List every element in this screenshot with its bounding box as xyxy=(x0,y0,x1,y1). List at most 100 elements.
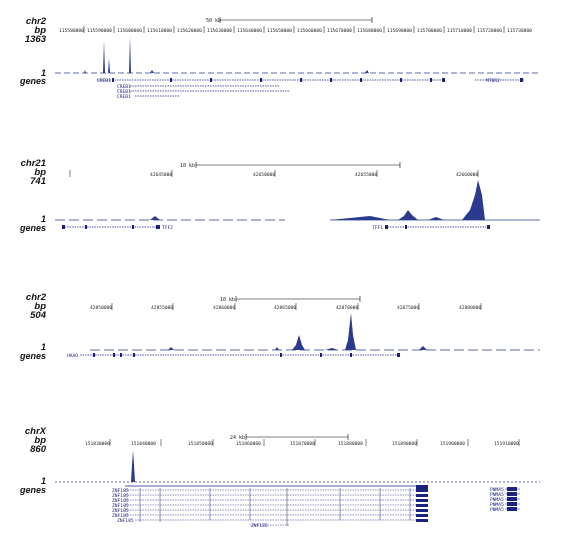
track-svg: 10 kb 42645000 42650000 42655000 4266000… xyxy=(55,162,540,231)
gene-label: ZNF185 xyxy=(117,518,134,524)
svg-text:151830000: 151830000 xyxy=(85,441,110,447)
scale-bar: 10 kb xyxy=(220,296,361,303)
svg-text:151900000: 151900000 xyxy=(440,441,465,447)
coverage-max: 504 xyxy=(30,310,46,321)
svg-text:115700000: 115700000 xyxy=(417,28,442,34)
svg-text:151850000: 151850000 xyxy=(188,441,213,447)
gene-track: ZNF185 ZNF185 ZNF185 ZNF185 ZNF185 ZNF18… xyxy=(112,485,520,529)
tick-row: 42850000 42855000 42860000 42865000 4287… xyxy=(90,303,481,311)
svg-text:42870000: 42870000 xyxy=(336,305,358,311)
track-panel-2: chr21 bp 741 1 genes 10 kb 42645000 4265… xyxy=(0,150,574,240)
gene-label: ZNF185 xyxy=(112,508,129,514)
chrom-label: chrX xyxy=(24,426,46,437)
gene-label: ZNF185 xyxy=(112,513,129,519)
track-panel-3: chr2 bp 504 1 genes 10 kb 42850000 42855… xyxy=(0,285,574,375)
svg-text:151890000: 151890000 xyxy=(392,441,417,447)
svg-text:151910000: 151910000 xyxy=(494,441,519,447)
svg-text:115600000: 115600000 xyxy=(117,28,142,34)
scale-label: 10 kb xyxy=(220,297,235,303)
scale-label: 24 kb xyxy=(230,435,245,441)
gene-label: PNMA5 xyxy=(490,507,504,513)
coverage-min: 1 xyxy=(40,342,46,352)
svg-text:115730000: 115730000 xyxy=(507,28,532,34)
coverage-track xyxy=(55,180,540,221)
svg-text:42660000: 42660000 xyxy=(456,172,478,178)
track-svg: 24 kb 151830000 151840000 151850000 1518… xyxy=(55,434,540,529)
svg-text:151870000: 151870000 xyxy=(290,441,315,447)
svg-text:115610000: 115610000 xyxy=(147,28,172,34)
svg-text:151840000: 151840000 xyxy=(131,441,156,447)
gene-label: PNMA5 xyxy=(490,497,504,503)
scale-bar: 50 kb xyxy=(206,17,373,24)
bp-label: bp xyxy=(34,25,46,36)
track-panel-1: chr2 bp 1363 1 genes 50 kb 115580000 115… xyxy=(0,0,574,110)
gene-track: HAAO xyxy=(67,353,400,359)
gene-label: MTOR2 xyxy=(486,78,500,84)
tick-row: 151830000 151840000 151850000 151860000 … xyxy=(85,439,520,447)
svg-text:115590000: 115590000 xyxy=(87,28,112,34)
track-panel-4: chrX bp 860 1 genes 24 kb 151830000 1518… xyxy=(0,420,574,551)
svg-text:115670000: 115670000 xyxy=(327,28,352,34)
gene-label: ZNF185 xyxy=(112,493,129,499)
bp-label: bp xyxy=(34,301,46,312)
chrom-label: chr2 xyxy=(25,292,46,303)
svg-text:151860000: 151860000 xyxy=(236,441,261,447)
gene-label: CREB1 xyxy=(97,78,111,84)
bp-label: bp xyxy=(34,167,46,178)
coverage-min: 1 xyxy=(40,476,46,486)
coverage-track xyxy=(55,450,540,483)
gene-label: CREB1 xyxy=(117,94,131,100)
svg-text:42865000: 42865000 xyxy=(274,305,296,311)
svg-text:115630000: 115630000 xyxy=(207,28,232,34)
gene-label: CREB1 xyxy=(117,84,131,90)
scale-bar: 10 kb xyxy=(180,162,401,169)
svg-text:42880000: 42880000 xyxy=(459,305,481,311)
coverage-min: 1 xyxy=(40,68,46,78)
gene-label: PNMA5 xyxy=(490,487,504,493)
genes-label: genes xyxy=(19,76,46,86)
scale-label: 10 kb xyxy=(180,163,195,169)
svg-text:115710000: 115710000 xyxy=(447,28,472,34)
svg-text:42645000: 42645000 xyxy=(150,172,172,178)
gene-label: ZNF185 xyxy=(112,498,129,504)
track-svg: 10 kb 42850000 42855000 42860000 4286500… xyxy=(67,296,540,359)
genes-label: genes xyxy=(19,351,46,361)
svg-text:42875000: 42875000 xyxy=(397,305,419,311)
svg-text:151880000: 151880000 xyxy=(338,441,363,447)
svg-text:42860000: 42860000 xyxy=(213,305,235,311)
bp-label: bp xyxy=(34,435,46,446)
svg-text:115620000: 115620000 xyxy=(177,28,202,34)
coverage-max: 741 xyxy=(30,176,46,187)
svg-text:42855000: 42855000 xyxy=(151,305,173,311)
svg-text:115650000: 115650000 xyxy=(267,28,292,34)
coverage-track xyxy=(90,313,540,351)
gene-label: TFF2 xyxy=(162,225,173,231)
gene-label: CREB1 xyxy=(117,89,131,95)
svg-text:42650000: 42650000 xyxy=(253,172,275,178)
gene-label: PNMA5 xyxy=(490,492,504,498)
gene-label: PNMA5 xyxy=(490,502,504,508)
coverage-track xyxy=(55,36,540,74)
track-svg: 50 kb 115580000 115590000 115600000 1156… xyxy=(55,17,540,100)
chrom-label: chr2 xyxy=(25,16,46,27)
coverage-min: 1 xyxy=(40,214,46,224)
gene-label: HAAO xyxy=(67,353,78,359)
coverage-max: 1363 xyxy=(24,34,46,45)
svg-text:115680000: 115680000 xyxy=(357,28,382,34)
tick-row: 115580000 115590000 115600000 115610000 … xyxy=(59,26,532,34)
gene-label: ZNF185 xyxy=(251,523,268,529)
svg-text:42850000: 42850000 xyxy=(90,305,112,311)
coverage-max: 860 xyxy=(30,444,46,455)
svg-text:115690000: 115690000 xyxy=(387,28,412,34)
gene-label: ZNF185 xyxy=(112,503,129,509)
gene-track: TFF2 TFF1 xyxy=(62,225,490,231)
svg-text:115580000: 115580000 xyxy=(59,28,84,34)
gene-label: ZNF185 xyxy=(112,488,129,494)
scale-label: 50 kb xyxy=(206,18,221,24)
genes-label: genes xyxy=(19,223,46,233)
svg-text:115660000: 115660000 xyxy=(297,28,322,34)
svg-text:115720000: 115720000 xyxy=(477,28,502,34)
chrom-label: chr21 xyxy=(20,158,46,169)
gene-track: CREB1 CREB1 CREB1 CREB1 MTOR2 xyxy=(97,78,525,100)
svg-text:42655000: 42655000 xyxy=(355,172,377,178)
